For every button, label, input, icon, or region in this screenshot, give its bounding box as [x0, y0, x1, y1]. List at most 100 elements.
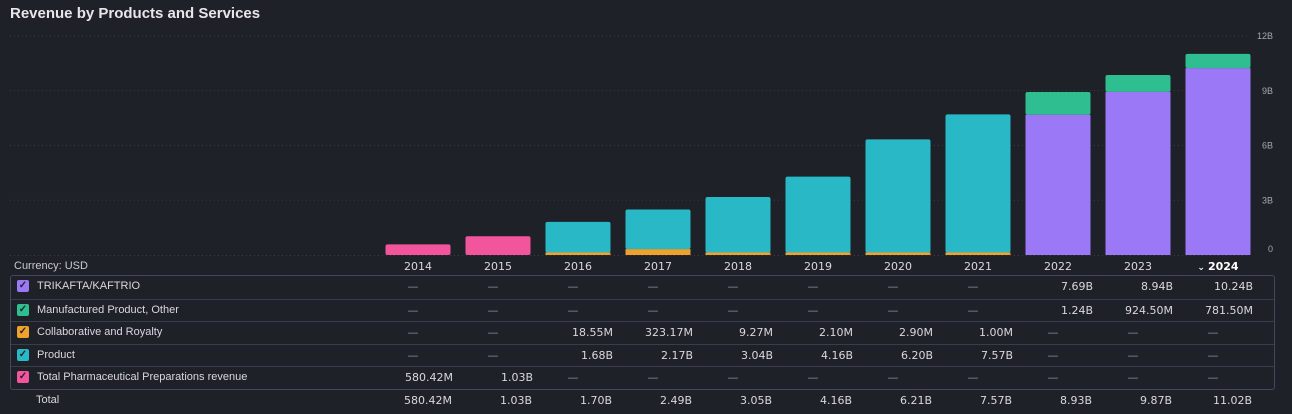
year-header-2018[interactable]: 2018 [698, 260, 778, 273]
table-cell: 2.17B [613, 349, 693, 362]
bar-trikafta-kaftrio-2024[interactable] [1186, 68, 1251, 255]
bar-total-pharmaceutical-preparations-revenue-2014[interactable] [386, 244, 451, 255]
table-cell: — [373, 326, 453, 339]
table-cell: — [1013, 349, 1093, 362]
table-cell: 781.50M [1173, 304, 1253, 317]
table-cell: 6.20B [853, 349, 933, 362]
table-cell: — [853, 280, 933, 293]
table-cell: — [773, 304, 853, 317]
series-toggle-checkbox[interactable]: ✓ [17, 326, 29, 338]
table-cell: — [533, 304, 613, 317]
series-toggle-checkbox[interactable]: ✓ [17, 280, 29, 292]
total-cell-2022: 8.93B [1012, 394, 1092, 407]
table-cell: — [1093, 326, 1173, 339]
currency-label: Currency: USD [14, 260, 88, 272]
total-cell-2017: 2.49B [612, 394, 692, 407]
revenue-table: ✓ TRIKAFTA/KAFTRIO — — — — — — — — 7.69B 8.94B 10.24… [10, 275, 1275, 390]
table-cell: — [693, 304, 773, 317]
series-toggle-checkbox[interactable]: ✓ [17, 349, 29, 361]
y-tick-label: 12B [1257, 31, 1273, 41]
bar-manufactured-product-other-2023[interactable] [1106, 75, 1171, 92]
table-cell: — [853, 304, 933, 317]
y-tick-label: 6B [1262, 141, 1273, 151]
table-row-product: ✓ Product — —1.68B 2.17B 3.04B 4.16B 6.20B 7.57B… [11, 344, 1274, 367]
year-header-2014[interactable]: 2014 [378, 260, 458, 273]
table-cell: 924.50M [1093, 304, 1173, 317]
table-cell: — [933, 280, 1013, 293]
table-cell: — [1173, 326, 1253, 339]
bar-collaborative-and-royalty-2016[interactable] [546, 253, 611, 256]
table-cell: — [533, 280, 613, 293]
y-tick-label: 0 [1268, 244, 1273, 254]
year-header-2020[interactable]: 2020 [858, 260, 938, 273]
table-row-trikafta-kaftrio: ✓ TRIKAFTA/KAFTRIO — — — — — — — — 7.69B 8.94B 10.24… [11, 276, 1274, 298]
table-cell: — [1093, 349, 1173, 362]
bar-product-2016[interactable] [546, 222, 611, 253]
table-cell: 7.57B [933, 349, 1013, 362]
year-label: 2024 [1208, 260, 1239, 273]
table-cell: 1.00M [933, 326, 1013, 339]
table-cell: — [453, 349, 533, 362]
table-row-manufactured-product-other: ✓ Manufactured Product, Other — — — — — — — —1.24… [11, 299, 1274, 322]
year-header-2016[interactable]: 2016 [538, 260, 618, 273]
total-label: Total [36, 394, 59, 406]
year-header-2015[interactable]: 2015 [458, 260, 538, 273]
row-label: Total Pharmaceutical Preparations revenu… [37, 371, 247, 383]
table-cell: — [773, 280, 853, 293]
table-cell: — [613, 304, 693, 317]
bar-product-2019[interactable] [786, 177, 851, 253]
table-cell: — [1173, 371, 1253, 384]
total-cell-2015: 1.03B [452, 394, 532, 407]
bar-total-pharmaceutical-preparations-revenue-2015[interactable] [466, 236, 531, 255]
bar-product-2020[interactable] [866, 139, 931, 252]
table-cell: — [773, 371, 853, 384]
series-toggle-checkbox[interactable]: ✓ [17, 371, 29, 383]
bar-collaborative-and-royalty-2017[interactable] [626, 249, 691, 255]
table-cell: — [1013, 326, 1093, 339]
y-tick-label: 3B [1262, 195, 1273, 205]
table-cell: — [453, 326, 533, 339]
bar-collaborative-and-royalty-2021[interactable] [946, 253, 1011, 256]
row-label: Collaborative and Royalty [37, 326, 162, 338]
bar-manufactured-product-other-2024[interactable] [1186, 54, 1251, 68]
table-cell: — [853, 371, 933, 384]
bar-manufactured-product-other-2022[interactable] [1026, 92, 1091, 115]
year-header-2021[interactable]: 2021 [938, 260, 1018, 273]
table-row-total-pharmaceutical-preparations-revenue: ✓ Total Pharmaceutical Preparations reven… [11, 366, 1274, 389]
bar-collaborative-and-royalty-2020[interactable] [866, 253, 931, 256]
table-cell: 18.55M [533, 326, 613, 339]
table-cell: 1.68B [533, 349, 613, 362]
year-header-2017[interactable]: 2017 [618, 260, 698, 273]
total-cell-2019: 4.16B [772, 394, 852, 407]
bar-product-2021[interactable] [946, 114, 1011, 252]
total-cell-2021: 7.57B [932, 394, 1012, 407]
total-cell-2024: 11.02B [1172, 394, 1252, 407]
table-cell: — [693, 371, 773, 384]
total-cell-2018: 3.05B [692, 394, 772, 407]
year-header-2023[interactable]: 2023 [1098, 260, 1178, 273]
total-cell-2016: 1.70B [532, 394, 612, 407]
table-cell: — [373, 280, 453, 293]
table-cell: 1.24B [1013, 304, 1093, 317]
series-toggle-checkbox[interactable]: ✓ [17, 304, 29, 316]
bar-product-2018[interactable] [706, 197, 771, 252]
table-cell: — [1173, 349, 1253, 362]
bar-trikafta-kaftrio-2023[interactable] [1106, 92, 1171, 255]
total-cell-2023: 9.87B [1092, 394, 1172, 407]
table-cell: — [373, 304, 453, 317]
table-cell: 580.42M [373, 371, 453, 384]
year-header-2024[interactable]: ⌄ 2024 [1178, 260, 1258, 273]
year-header-2022[interactable]: 2022 [1018, 260, 1098, 273]
table-row-collaborative-and-royalty: ✓ Collaborative and Royalty — — 18.55M 323.17… [11, 321, 1274, 344]
bar-product-2017[interactable] [626, 209, 691, 249]
year-header-2019[interactable]: 2019 [778, 260, 858, 273]
total-row: Total 580.42M 1.03B 1.70B 2.49B 3.05B 4.16B 6.… [10, 390, 1273, 410]
table-cell: 7.69B [1013, 280, 1093, 293]
table-cell: — [453, 280, 533, 293]
table-cell: — [693, 280, 773, 293]
table-cell: 10.24B [1173, 280, 1253, 293]
row-label: TRIKAFTA/KAFTRIO [37, 280, 140, 292]
bar-collaborative-and-royalty-2019[interactable] [786, 253, 851, 256]
bar-collaborative-and-royalty-2018[interactable] [706, 253, 771, 256]
bar-trikafta-kaftrio-2022[interactable] [1026, 115, 1091, 255]
